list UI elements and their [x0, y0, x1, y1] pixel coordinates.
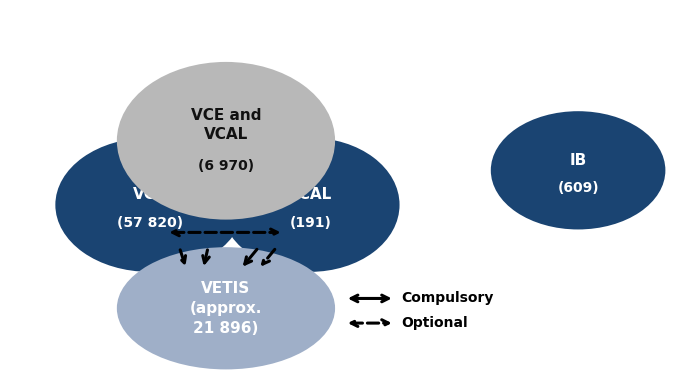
Text: VCE: VCE: [133, 187, 166, 203]
Text: (6 970): (6 970): [198, 159, 254, 173]
Ellipse shape: [55, 138, 244, 272]
Ellipse shape: [117, 62, 335, 219]
Text: Optional: Optional: [402, 316, 468, 330]
Text: (609): (609): [557, 181, 599, 195]
Text: VCAL: VCAL: [288, 187, 332, 203]
Ellipse shape: [221, 138, 400, 272]
Text: Compulsory: Compulsory: [402, 291, 494, 305]
Text: IB: IB: [570, 153, 587, 168]
Text: VETIS
(approx.
21 896): VETIS (approx. 21 896): [190, 281, 262, 336]
Ellipse shape: [117, 247, 335, 370]
Text: (191): (191): [290, 216, 331, 229]
Text: VCE and
VCAL: VCE and VCAL: [191, 108, 261, 142]
Text: (57 820): (57 820): [116, 216, 182, 229]
Ellipse shape: [491, 111, 665, 229]
